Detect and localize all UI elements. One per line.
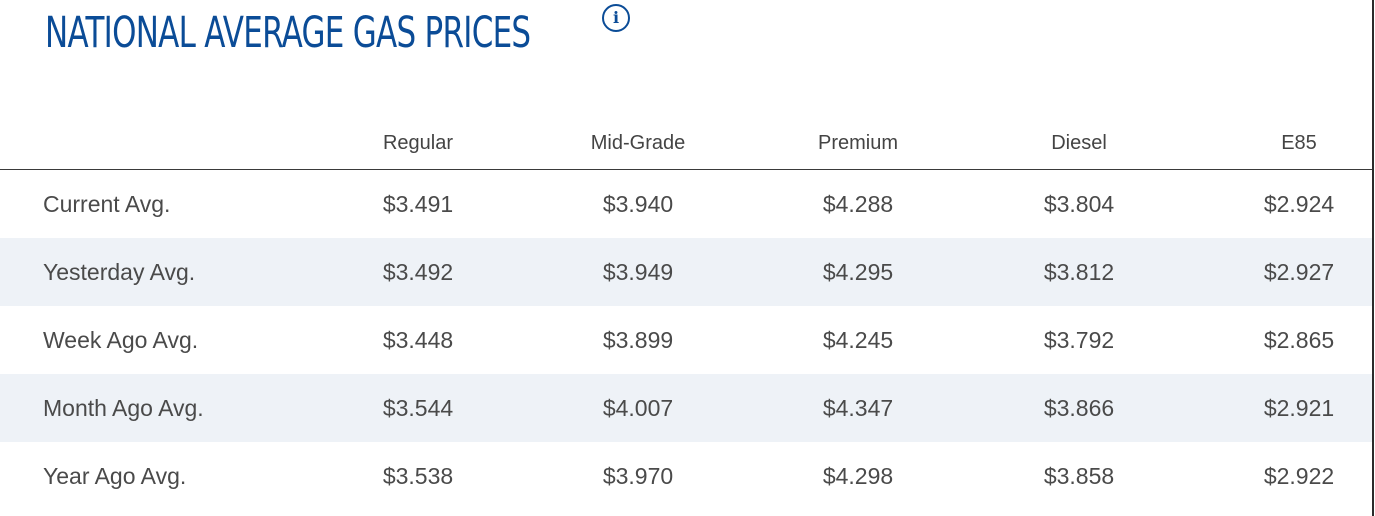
price-cell: $4.245: [822, 327, 894, 353]
price-cell: $2.922: [1263, 463, 1335, 489]
column-header-e85: E85: [1281, 132, 1317, 154]
price-cell: $3.970: [602, 463, 674, 489]
price-cell: $4.295: [822, 259, 894, 285]
price-cell: $2.865: [1263, 327, 1335, 353]
page-title: NATIONAL AVERAGE GAS PRICES: [45, 8, 531, 58]
price-cell: $3.866: [1043, 395, 1115, 421]
price-cell: $3.448: [382, 327, 454, 353]
row-label: Month Ago Avg.: [43, 395, 204, 421]
row-label: Week Ago Avg.: [43, 327, 199, 353]
price-cell: $2.927: [1263, 259, 1335, 285]
info-icon[interactable]: i: [602, 4, 630, 32]
table-row: Month Ago Avg. $3.544 $4.007 $4.347 $3.8…: [0, 374, 1372, 442]
table-row: Week Ago Avg. $3.448 $3.899 $4.245 $3.79…: [0, 306, 1372, 374]
gas-price-table: Regular Mid-Grade Premium Diesel E85 Cur…: [0, 112, 1372, 510]
price-cell: $3.492: [382, 259, 454, 285]
price-cell: $3.538: [382, 463, 454, 489]
column-header-mid-grade: Mid-Grade: [590, 132, 686, 154]
column-header-diesel: Diesel: [1051, 132, 1107, 154]
price-cell: $3.544: [382, 395, 454, 421]
price-cell: $3.792: [1043, 327, 1115, 353]
table-header: Regular Mid-Grade Premium Diesel E85: [0, 112, 1372, 170]
table-row: Year Ago Avg. $3.538 $3.970 $4.298 $3.85…: [0, 442, 1372, 510]
price-cell: $4.347: [822, 395, 894, 421]
title-area: NATIONAL AVERAGE GAS PRICES: [45, 2, 719, 64]
price-cell: $2.924: [1263, 191, 1335, 217]
price-cell: $4.288: [822, 191, 894, 217]
row-label: Yesterday Avg.: [43, 259, 196, 285]
row-label: Year Ago Avg.: [43, 463, 187, 489]
table-row: Current Avg. $3.491 $3.940 $4.288 $3.804…: [0, 170, 1372, 238]
price-cell: $3.804: [1043, 191, 1115, 217]
price-cell: $3.949: [602, 259, 674, 285]
price-cell: $4.007: [602, 395, 674, 421]
table-row: Yesterday Avg. $3.492 $3.949 $4.295 $3.8…: [0, 238, 1372, 306]
price-cell: $3.491: [382, 191, 454, 217]
price-cell: $3.858: [1043, 463, 1115, 489]
row-label: Current Avg.: [43, 191, 171, 217]
price-cell: $2.921: [1263, 395, 1335, 421]
right-divider: [1372, 0, 1374, 516]
price-cell: $4.298: [822, 463, 894, 489]
column-header-premium: Premium: [817, 132, 898, 154]
price-cell: $3.899: [602, 327, 674, 353]
column-header-regular: Regular: [382, 132, 454, 154]
price-cell: $3.940: [602, 191, 674, 217]
price-cell: $3.812: [1043, 259, 1115, 285]
